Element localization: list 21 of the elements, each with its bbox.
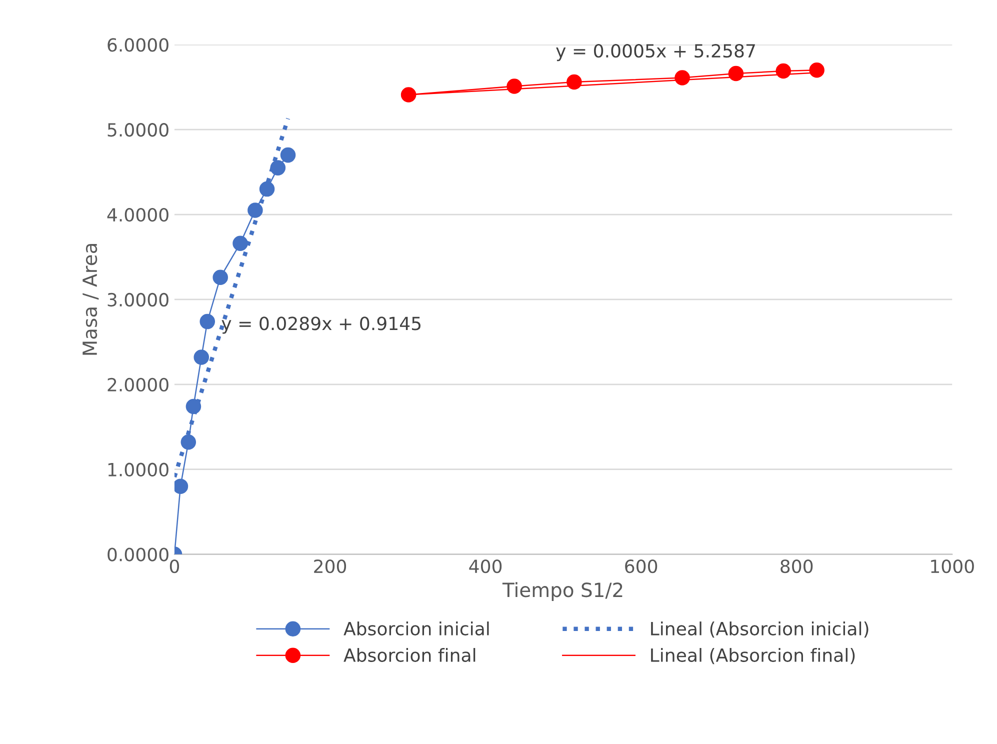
legend-label: Lineal (Absorcion inicial) — [651, 621, 868, 638]
y-tick-label: 4.0000 — [107, 208, 168, 222]
y-tick-label: 6.0000 — [108, 38, 168, 52]
legend-label: Absorcion final — [344, 648, 476, 662]
legend-label: Lineal (Absorcion final) — [651, 648, 855, 664]
y-tick-label: 5.0000 — [108, 123, 168, 137]
annotation: y = 0.0289x + 0.9145 — [222, 316, 420, 334]
x-tick-label: 0 — [170, 559, 180, 574]
y-tick-label: 0.0000 — [108, 548, 168, 562]
x-tick-label: 600 — [625, 559, 658, 574]
y-tick-label: 2.0000 — [108, 378, 168, 392]
x-axis-title: Tiempo S1/2 — [502, 582, 622, 601]
legend-label: Absorcion inicial — [344, 621, 489, 636]
x-tick-label: 200 — [314, 559, 346, 574]
x-tick-label: 400 — [469, 559, 502, 574]
y-tick-label: 1.0000 — [108, 462, 168, 476]
y-axis-title: Masa / Area — [82, 244, 99, 355]
x-tick-label: 800 — [780, 559, 813, 574]
x-tick-label: 1000 — [931, 559, 974, 574]
y-tick-label: 3.0000 — [108, 292, 168, 307]
annotation: y = 0.0005x + 5.2587 — [556, 44, 755, 62]
